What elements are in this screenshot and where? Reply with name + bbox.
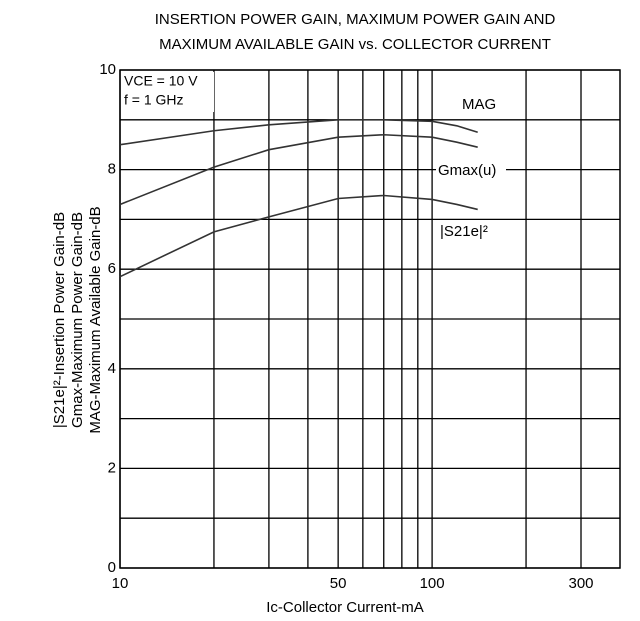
y-axis-label-line: Gmax-Maximum Power Gain-dB: [69, 212, 86, 428]
series-line: [119, 119, 478, 146]
label-bg: [436, 161, 506, 181]
series-label: Gmax(u): [438, 162, 496, 179]
y-axis-label: |S21e|²-Insertion Power Gain-dB Gmax-Max…: [51, 206, 104, 433]
series-label: MAG: [462, 96, 496, 113]
y-axis-label-line: |S21e|²-Insertion Power Gain-dB: [51, 212, 68, 428]
series-line: [119, 133, 478, 206]
x-tick-label: 100: [420, 575, 445, 592]
series-line: [119, 194, 478, 278]
series-label: |S21e|²: [440, 223, 488, 240]
plot-frame: [119, 69, 621, 569]
label-bg: [438, 222, 508, 242]
y-tick-label: 6: [108, 260, 116, 277]
annotation-box: [122, 72, 214, 112]
label-bg: [460, 95, 510, 115]
x-tick-label: 50: [330, 575, 347, 592]
annotation: VCE = 10 V: [124, 73, 198, 89]
y-tick-label: 2: [108, 459, 116, 476]
x-axis-label: Ic-Collector Current-mA: [266, 599, 424, 616]
y-tick-label: 8: [108, 161, 116, 178]
annotation: f = 1 GHz: [124, 92, 184, 108]
x-tick-label: 300: [568, 575, 593, 592]
y-tick-label: 4: [108, 360, 116, 377]
chart-title: MAXIMUM AVAILABLE GAIN vs. COLLECTOR CUR…: [159, 36, 551, 53]
x-tick-label: 10: [112, 575, 129, 592]
y-tick-label: 10: [99, 61, 116, 78]
y-tick-label: 0: [108, 559, 116, 576]
chart-title: INSERTION POWER GAIN, MAXIMUM POWER GAIN…: [155, 11, 556, 28]
y-axis-label-line: MAG-Maximum Available Gain-dB: [87, 206, 104, 433]
